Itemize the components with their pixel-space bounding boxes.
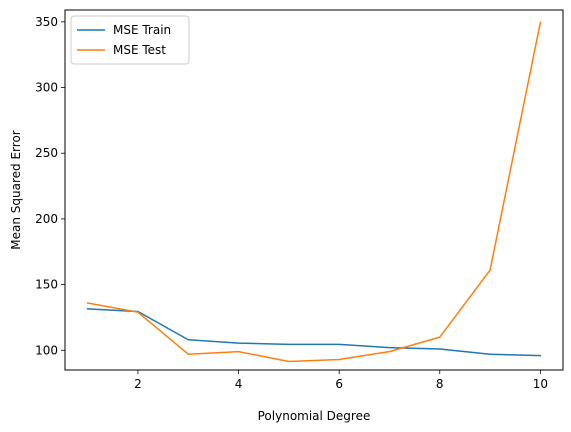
x-tick-label: 10 [533, 377, 548, 391]
legend-label: MSE Train [113, 23, 171, 37]
y-tick-label: 150 [35, 278, 58, 292]
x-tick-label: 4 [235, 377, 243, 391]
y-tick-label: 100 [35, 343, 58, 357]
y-tick-label: 200 [35, 212, 58, 226]
y-tick-label: 300 [35, 81, 58, 95]
x-axis-label: Polynomial Degree [258, 409, 371, 423]
y-axis-label: Mean Squared Error [9, 130, 23, 250]
legend: MSE Train MSE Test [71, 16, 189, 64]
x-tick-label: 6 [335, 377, 343, 391]
y-tick-label: 350 [35, 15, 58, 29]
y-tick-label: 250 [35, 146, 58, 160]
x-tick-label: 2 [134, 377, 142, 391]
legend-label: MSE Test [113, 43, 166, 57]
x-tick-label: 8 [436, 377, 444, 391]
